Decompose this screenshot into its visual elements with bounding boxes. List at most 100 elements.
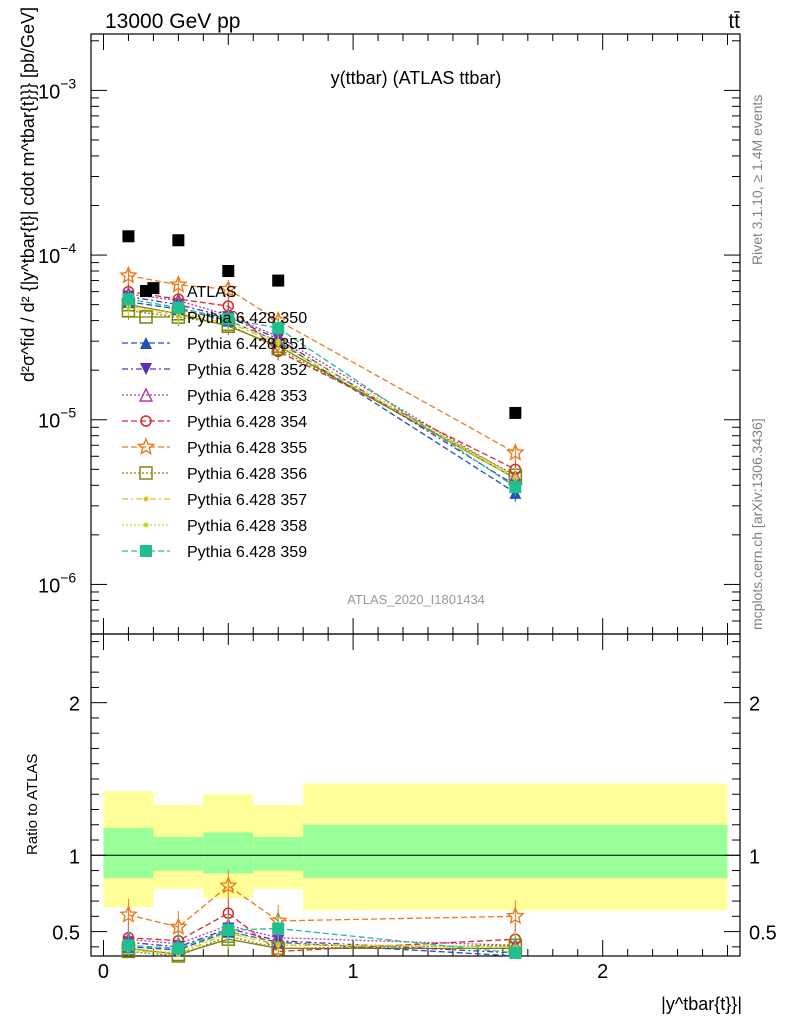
legend-label: Pythia 6.428 356 [187,466,307,483]
ratio-band-inner [253,836,304,871]
legend-label: Pythia 6.428 357 [187,492,307,509]
atlas-data-point [509,406,522,419]
y-axis-label-ratio: Ratio to ATLAS [24,754,41,855]
ratio-series-line [128,927,516,954]
legend: ATLAS Pythia 6.428 350 Pythia 6.428 351 Pyt… [122,284,307,561]
main-series-marker [275,338,281,344]
ratio-series-line [128,884,516,928]
legend-label: Pythia 6.428 358 [187,518,307,535]
tick-label-base: 10 [38,81,60,103]
ratio-series-marker [509,946,522,959]
legend-label: Pythia 6.428 359 [187,544,307,561]
x-tick-label: 0 [98,961,109,983]
data-points [122,230,522,419]
series-markers [119,265,525,963]
ratio-y-tick-label-right: 2 [749,694,760,716]
legend-marker [140,285,152,297]
ratio-series-line [128,927,516,954]
ratio-series-marker [272,922,285,935]
ratio-series-line [128,924,516,946]
tick-label-exponent: −5 [60,405,76,421]
atlas-data-point [172,234,185,247]
ratio-series-marker [222,924,235,937]
ratio-series-marker [169,917,188,935]
ratio-series-line [128,930,516,954]
text-labels: 13000 GeV pp tt̄ y(ttbar) (ATLAS ttbar) … [18,7,765,1014]
tick-label-base: 10 [38,246,60,268]
main-series-line [128,293,516,478]
main-y-tick-label: 10−4 [38,240,76,268]
legend-marker [140,545,152,557]
atlas-data-point [222,265,235,278]
ratio-band-inner [153,836,204,871]
ratio-series-marker [218,875,238,894]
ratio-y-tick-label: 2 [69,694,80,716]
chart-title: y(ttbar) (ATLAS ttbar) [331,68,502,88]
atlas-data-point [122,230,135,243]
y-axis-label-main: d²σ^fid / d² {|y^tbar{t}| cdot m^tbar{t}… [18,7,38,382]
x-tick-label: 2 [597,961,608,983]
header-right-label: tt̄ [728,10,740,33]
legend-marker [140,415,152,427]
legend-label: Pythia 6.428 352 [187,362,307,379]
legend-marker [136,437,156,455]
tick-label-base: 10 [38,575,60,597]
ratio-plot-frame [90,633,741,957]
tick-label-exponent: −4 [60,240,76,256]
main-series-marker [122,293,135,306]
main-series-marker [505,442,525,461]
header-left-label: 13000 GeV pp [105,10,240,33]
analysis-watermark: ATLAS_2020_I1801434 [347,592,485,607]
x-tick-label: 1 [348,961,359,983]
main-series-marker [169,274,188,293]
ratio-series-line [128,912,516,953]
main-y-tick-label: 10−6 [38,569,76,597]
ratio-band-inner [103,827,154,879]
legend-marker [139,310,153,324]
rivet-version-label: Rivet 3.1.10, ≥ 1.4M events [749,95,765,265]
main-series-marker [172,301,185,314]
main-series-marker [119,265,138,284]
ratio-series-marker [172,942,185,955]
main-y-tick-label: 10−5 [38,405,76,433]
main-series-marker [509,481,522,494]
tick-label-exponent: −6 [60,569,76,585]
ratio-y-tick-label: 0.5 [52,923,80,945]
ratio-band-inner [203,832,254,874]
ratio-series-marker [505,906,525,925]
legend-label: ATLAS [187,284,237,301]
tick-label-base: 10 [38,411,60,433]
main-series-marker [222,312,235,325]
mcplots-label: mcplots.cern.ch [arXiv:1306.3436] [749,418,765,630]
plot-frames [90,33,741,957]
ratio-series-line [128,932,516,956]
ratio-series-line [128,935,516,957]
axis-ticks: 10−610−510−410−30 1 20.5 0.51 12 2 [38,34,777,983]
ratio-band-inner [303,824,728,879]
ratio-y-tick-label-right: 1 [749,846,760,868]
legend-label: Pythia 6.428 351 [187,336,307,353]
ratio-series-marker [119,904,138,923]
main-y-tick-label: 10−3 [38,75,76,103]
legend-label: Pythia 6.428 350 [187,310,307,327]
legend-marker [140,363,152,375]
legend-label: Pythia 6.428 355 [187,440,307,457]
legend-marker [143,522,149,528]
ratio-y-tick-label: 1 [69,846,80,868]
main-series-marker [512,474,518,480]
legend-marker [138,387,154,402]
main-series-marker [272,322,285,335]
legend-marker [139,466,153,480]
legend-label: Pythia 6.428 354 [187,414,307,431]
legend-label: Pythia 6.428 353 [187,388,307,405]
x-axis-label: |y^tbar{t}}| [661,994,742,1014]
ratio-y-tick-label-right: 0.5 [749,923,777,945]
legend-marker [140,337,152,349]
tick-label-exponent: −3 [60,75,76,91]
ratio-series-marker [122,939,135,952]
legend-marker [143,496,149,502]
atlas-data-point [272,274,285,287]
ratio-bands [91,783,740,911]
main-series-marker [218,279,238,298]
